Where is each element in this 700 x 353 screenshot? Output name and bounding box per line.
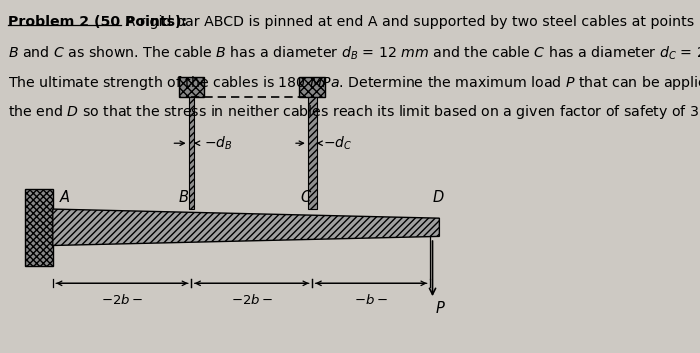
Bar (25, 189, 52, 266)
Bar (300, 77, 325, 97)
Text: A: A (60, 190, 69, 205)
Bar (178, 77, 204, 97)
Text: The ultimate strength of the cables is 180 $MPa$. Determine the maximum load $P$: The ultimate strength of the cables is 1… (8, 73, 700, 91)
Text: B: B (178, 190, 189, 205)
Text: $-2b-$: $-2b-$ (101, 293, 143, 307)
Text: A rigid bar ABCD is pinned at end A and supported by two steel cables at points: A rigid bar ABCD is pinned at end A and … (121, 15, 694, 29)
Text: $-2b-$: $-2b-$ (230, 293, 273, 307)
Bar (308, 97, 316, 209)
Text: Problem 2 (50 Points):: Problem 2 (50 Points): (8, 15, 187, 29)
Text: $-d_B$: $-d_B$ (204, 134, 233, 152)
Text: $-b-$: $-b-$ (354, 293, 388, 307)
Bar (188, 97, 194, 209)
Text: P: P (435, 301, 444, 316)
Text: D: D (433, 190, 444, 205)
Text: the end $D$ so that the stress in neither cables reach its limit based on a give: the end $D$ so that the stress in neithe… (8, 103, 700, 121)
Text: C: C (300, 190, 311, 205)
Polygon shape (52, 209, 440, 245)
Text: $-d_C$: $-d_C$ (323, 134, 353, 152)
Text: $B$ and $C$ as shown. The cable $B$ has a diameter $d_B$ = 12 $mm$ and the cable: $B$ and $C$ as shown. The cable $B$ has … (8, 44, 700, 61)
